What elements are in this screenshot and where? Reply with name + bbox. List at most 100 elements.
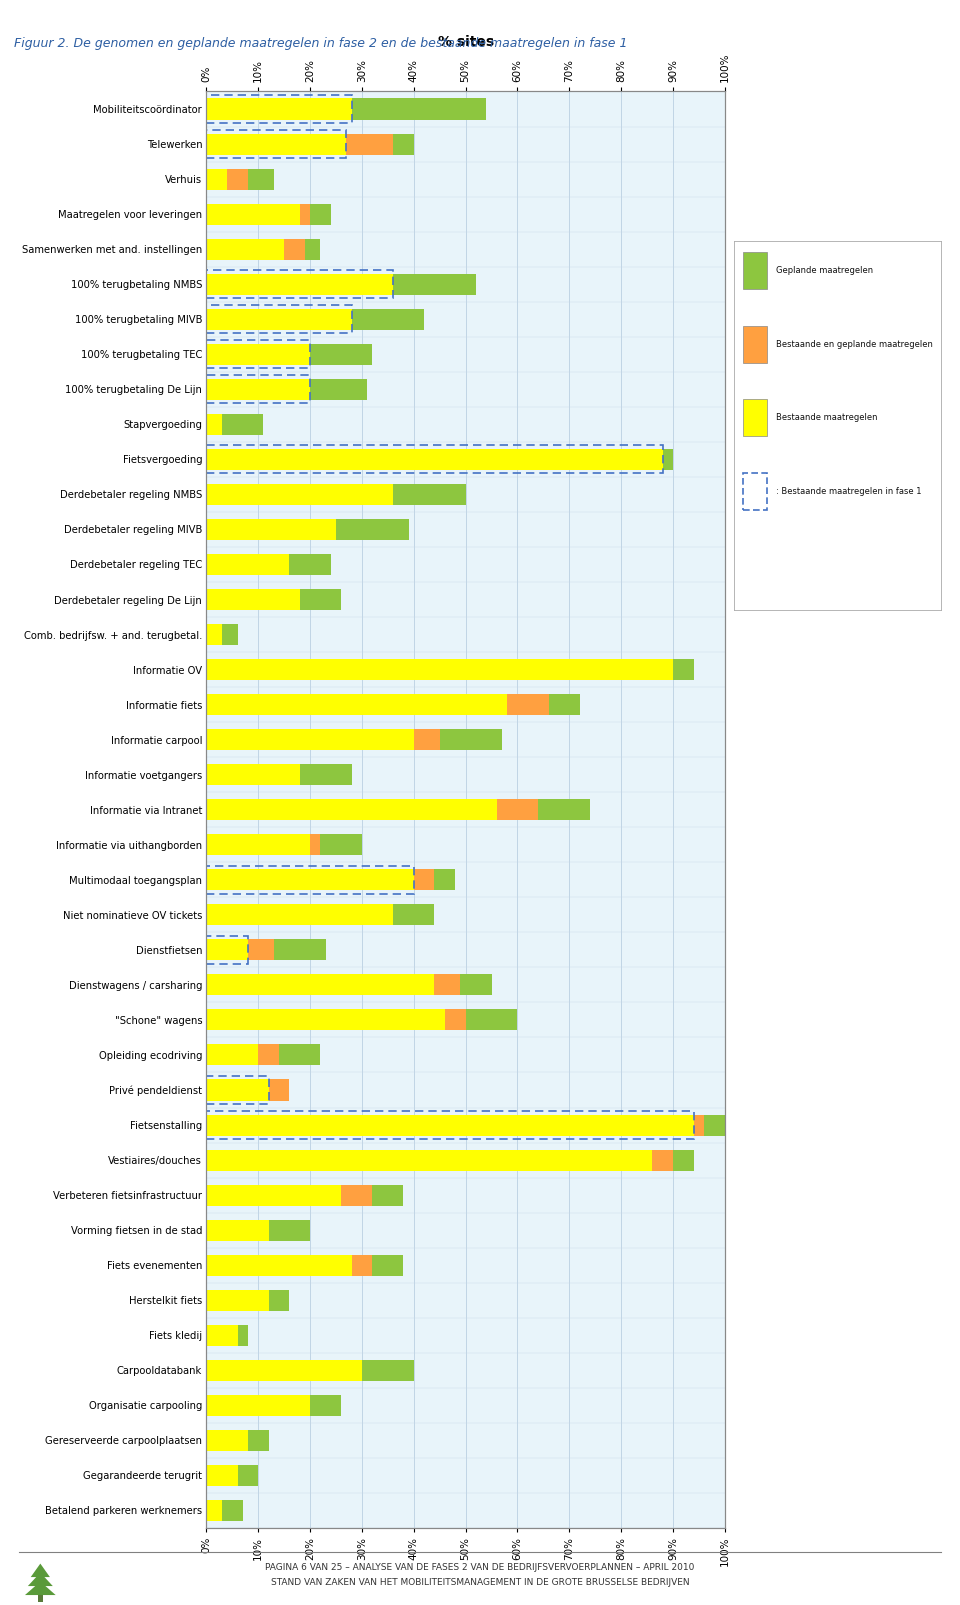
Bar bbox=[548, 693, 580, 716]
Bar bbox=[206, 379, 310, 400]
Bar bbox=[206, 589, 300, 610]
Bar bbox=[662, 449, 673, 470]
Text: PAGINA 6 VAN 25 – ANALYSE VAN DE FASES 2 VAN DE BEDRIJFSVERVOERPLANNEN – APRIL 2: PAGINA 6 VAN 25 – ANALYSE VAN DE FASES 2… bbox=[265, 1563, 695, 1573]
Bar bbox=[393, 133, 414, 154]
Bar bbox=[206, 376, 310, 403]
Bar bbox=[673, 660, 694, 681]
FancyBboxPatch shape bbox=[743, 473, 767, 510]
Bar bbox=[206, 1184, 341, 1205]
Bar bbox=[440, 729, 502, 750]
Bar bbox=[743, 252, 767, 289]
Polygon shape bbox=[25, 1581, 56, 1595]
Bar bbox=[222, 1501, 243, 1522]
Bar bbox=[466, 1010, 517, 1030]
Bar bbox=[507, 693, 548, 716]
Bar bbox=[206, 1255, 351, 1276]
Bar bbox=[206, 1111, 694, 1140]
Bar bbox=[206, 1465, 237, 1486]
Bar bbox=[206, 204, 300, 225]
X-axis label: % sites: % sites bbox=[438, 35, 493, 50]
Text: Figuur 2. De genomen en geplande maatregelen in fase 2 en de bestaande maatregel: Figuur 2. De genomen en geplande maatreg… bbox=[14, 37, 628, 50]
Bar bbox=[206, 1045, 258, 1066]
Polygon shape bbox=[28, 1573, 53, 1586]
Bar bbox=[206, 939, 248, 960]
Bar bbox=[351, 98, 487, 119]
Bar bbox=[305, 239, 321, 260]
Bar bbox=[206, 1114, 694, 1136]
Bar bbox=[414, 870, 435, 891]
Bar bbox=[496, 799, 539, 820]
Bar bbox=[248, 1430, 269, 1451]
Bar bbox=[362, 1359, 414, 1380]
Bar bbox=[310, 835, 321, 855]
Bar bbox=[206, 554, 289, 575]
Bar bbox=[237, 1465, 258, 1486]
Bar bbox=[206, 414, 222, 435]
Bar bbox=[206, 865, 414, 894]
Bar bbox=[435, 870, 455, 891]
Bar bbox=[300, 764, 351, 785]
Bar bbox=[351, 308, 424, 329]
Bar bbox=[206, 1220, 269, 1241]
Bar bbox=[310, 343, 372, 364]
Bar bbox=[222, 624, 237, 645]
Bar bbox=[269, 1080, 289, 1101]
Bar bbox=[228, 169, 248, 189]
Bar bbox=[206, 518, 336, 539]
Text: STAND VAN ZAKEN VAN HET MOBILITEITSMANAGEMENT IN DE GROTE BRUSSELSE BEDRIJVEN: STAND VAN ZAKEN VAN HET MOBILITEITSMANAG… bbox=[271, 1578, 689, 1587]
Bar bbox=[206, 1430, 248, 1451]
Bar bbox=[372, 1255, 403, 1276]
Bar bbox=[206, 693, 507, 716]
Bar bbox=[206, 1501, 222, 1522]
Bar bbox=[310, 379, 367, 400]
Bar bbox=[248, 169, 274, 189]
Bar bbox=[206, 1395, 310, 1416]
Bar bbox=[341, 1184, 372, 1205]
Text: Bestaande maatregelen: Bestaande maatregelen bbox=[776, 414, 877, 422]
Text: Geplande maatregelen: Geplande maatregelen bbox=[776, 266, 873, 274]
Bar bbox=[206, 729, 414, 750]
Bar bbox=[269, 1290, 289, 1311]
Bar bbox=[248, 939, 274, 960]
Polygon shape bbox=[31, 1563, 50, 1578]
Bar bbox=[222, 414, 263, 435]
Bar bbox=[206, 1010, 444, 1030]
Bar bbox=[539, 799, 590, 820]
Bar bbox=[206, 1149, 652, 1170]
Bar bbox=[206, 98, 351, 119]
Bar bbox=[414, 729, 440, 750]
Bar bbox=[393, 274, 476, 295]
Text: Bestaande en geplande maatregelen: Bestaande en geplande maatregelen bbox=[776, 340, 932, 348]
Bar bbox=[206, 904, 393, 926]
Bar bbox=[300, 589, 341, 610]
Bar bbox=[206, 308, 351, 329]
Bar bbox=[284, 239, 305, 260]
Bar bbox=[206, 624, 222, 645]
Bar bbox=[300, 204, 310, 225]
Bar bbox=[206, 445, 662, 473]
Bar bbox=[206, 835, 310, 855]
Text: : Bestaande maatregelen in fase 1: : Bestaande maatregelen in fase 1 bbox=[776, 488, 922, 496]
Bar bbox=[206, 1290, 269, 1311]
Bar bbox=[673, 1149, 694, 1170]
Bar bbox=[206, 274, 393, 295]
Bar bbox=[704, 1114, 725, 1136]
Bar bbox=[743, 400, 767, 437]
Bar bbox=[206, 130, 347, 157]
Bar bbox=[321, 835, 362, 855]
Bar bbox=[310, 1395, 341, 1416]
Bar bbox=[444, 1010, 466, 1030]
Bar bbox=[310, 204, 331, 225]
Bar bbox=[206, 1324, 237, 1345]
Bar bbox=[206, 870, 414, 891]
Bar bbox=[289, 554, 331, 575]
Bar bbox=[237, 1324, 248, 1345]
Bar bbox=[206, 95, 351, 124]
Bar bbox=[258, 1045, 279, 1066]
Bar bbox=[206, 660, 673, 681]
Bar bbox=[461, 974, 492, 995]
Bar bbox=[37, 1591, 43, 1602]
Bar bbox=[206, 483, 393, 506]
Bar bbox=[206, 133, 347, 154]
Bar bbox=[206, 239, 284, 260]
